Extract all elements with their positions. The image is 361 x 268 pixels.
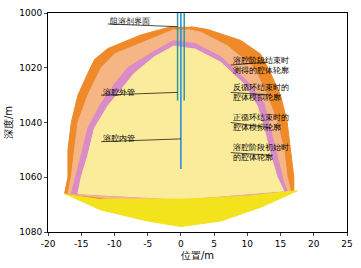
svg-text:1040: 1040 [19,118,42,128]
svg-text:-15: -15 [74,239,89,249]
svg-text:反循环结束时的腔体模拟轮廓: 反循环结束时的腔体模拟轮廓 [233,83,289,102]
svg-text:正循环结束时的腔体模拟轮廓: 正循环结束时的腔体模拟轮廓 [233,113,289,132]
svg-text:25: 25 [341,239,352,249]
svg-text:15: 15 [275,239,286,249]
svg-text:位置/m: 位置/m [181,250,214,261]
svg-text:20: 20 [308,239,320,249]
svg-text:1020: 1020 [19,63,42,73]
svg-text:1080: 1080 [19,227,42,237]
svg-text:-20: -20 [41,239,56,249]
svg-text:阻溶剂界面: 阻溶剂界面 [110,17,150,26]
svg-text:1060: 1060 [19,172,42,182]
svg-text:深度/m: 深度/m [3,106,14,139]
svg-text:0: 0 [178,239,184,249]
svg-text:溶腔外管: 溶腔外管 [103,88,135,97]
svg-text:-10: -10 [107,239,122,249]
svg-text:10: 10 [242,239,254,249]
svg-text:溶腔阶段结束时测得的腔体轮廓: 溶腔阶段结束时测得的腔体轮廓 [233,56,289,75]
svg-text:1000: 1000 [19,8,42,18]
svg-text:溶腔内管: 溶腔内管 [103,134,135,143]
svg-text:-5: -5 [143,239,152,249]
svg-text:溶腔阶段初始时的腔体轮廓: 溶腔阶段初始时的腔体轮廓 [233,143,289,162]
svg-text:5: 5 [211,239,217,249]
